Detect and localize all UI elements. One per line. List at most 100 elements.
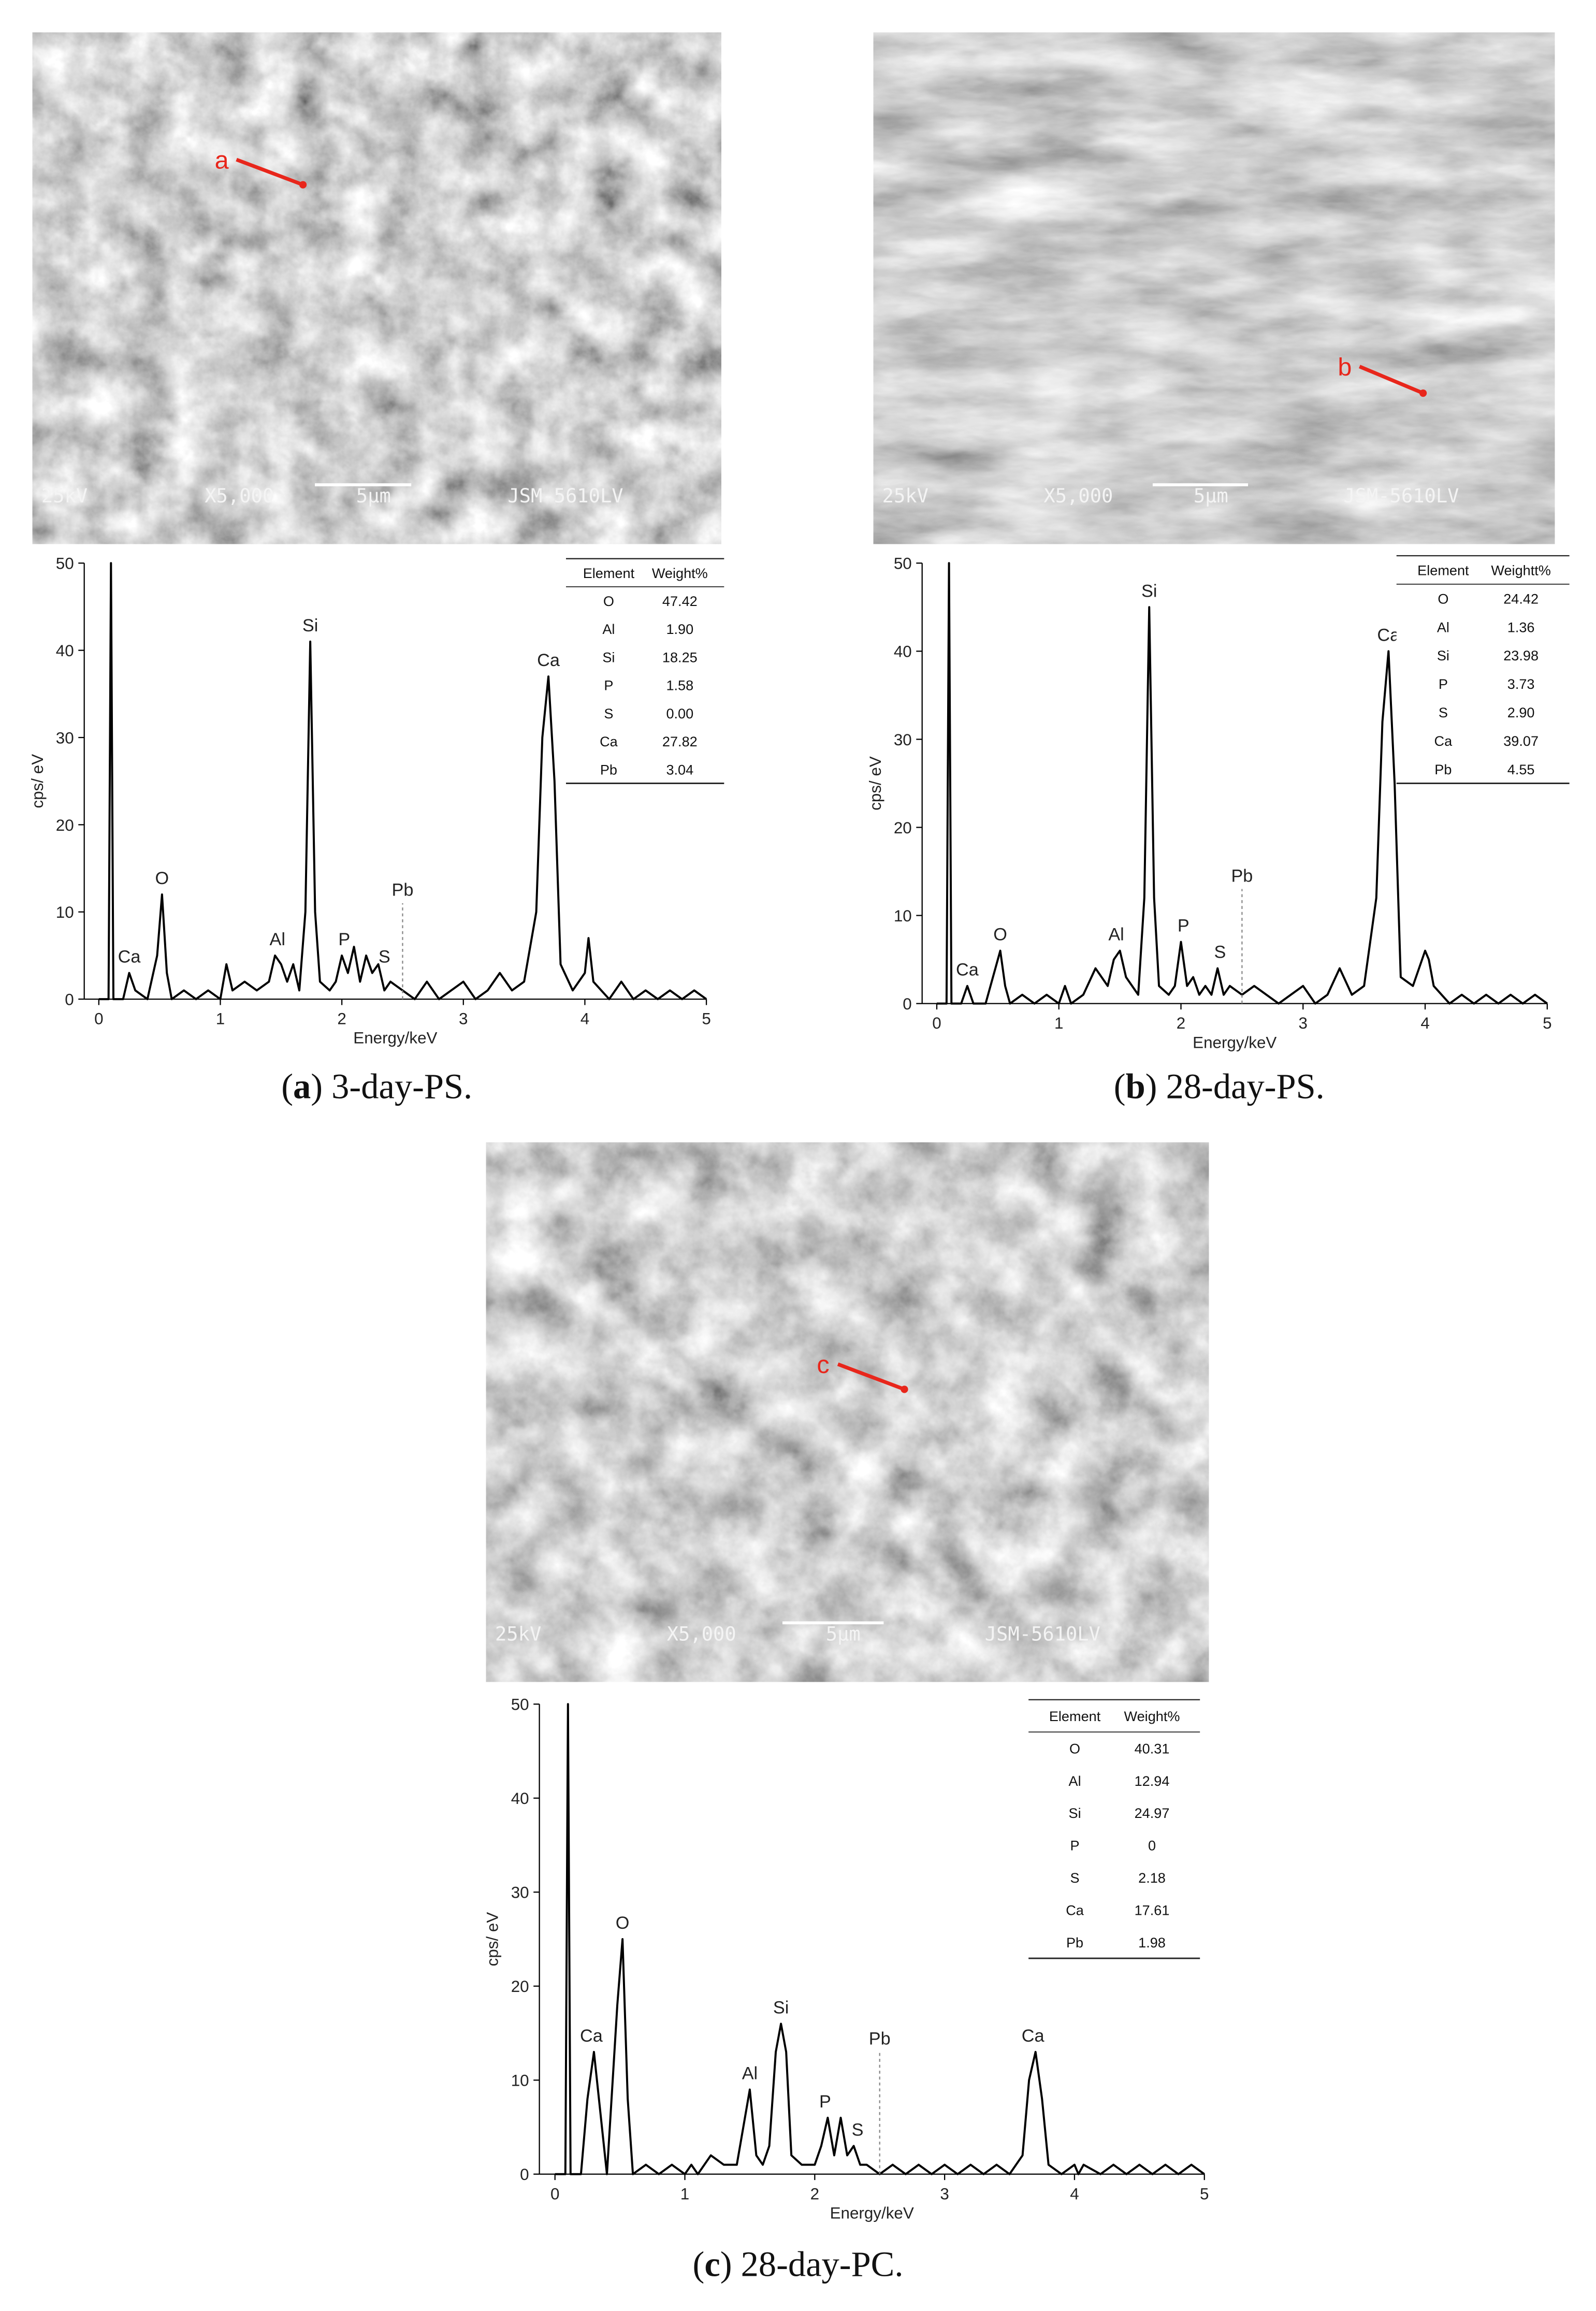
caption-part: ( bbox=[1114, 1066, 1126, 1106]
sem-image bbox=[32, 32, 721, 544]
sem-scale: 5μm bbox=[826, 1623, 861, 1645]
y-tick-label: 30 bbox=[894, 731, 912, 749]
y-axis-label: cps/ eV bbox=[866, 756, 884, 811]
table-cell: 23.98 bbox=[1503, 647, 1539, 663]
table-cell: P bbox=[1439, 676, 1448, 692]
y-tick-label: 50 bbox=[894, 555, 912, 573]
point-label: c bbox=[817, 1351, 829, 1379]
table-cell: Pb bbox=[600, 761, 617, 777]
table-cell: Si bbox=[1437, 647, 1449, 663]
x-axis-label: Energy/keV bbox=[353, 1029, 437, 1047]
y-tick-label: 10 bbox=[894, 907, 912, 925]
table-cell: 12.94 bbox=[1135, 1773, 1170, 1789]
table-cell: 2.18 bbox=[1138, 1870, 1166, 1886]
point-arrow bbox=[837, 1362, 905, 1391]
sem-image bbox=[486, 1142, 1209, 1682]
table-cell: O bbox=[1069, 1740, 1080, 1756]
x-tick-label: 3 bbox=[940, 2185, 949, 2203]
table-bg bbox=[1028, 1699, 1200, 1959]
sem-instrument: JSM-5610LV bbox=[1343, 485, 1459, 507]
spectrum-line bbox=[555, 1703, 1205, 2175]
point-dot bbox=[1419, 389, 1427, 397]
table-bg bbox=[1396, 555, 1570, 784]
sem-magnification: X5,000 bbox=[1043, 485, 1113, 507]
y-tick-label: 40 bbox=[894, 643, 912, 661]
peak-label: P bbox=[1178, 916, 1189, 936]
table-cell: S bbox=[1070, 1870, 1080, 1886]
pb-label: Pb bbox=[392, 880, 414, 900]
table-header: Element bbox=[583, 565, 635, 581]
table-cell: 1.36 bbox=[1507, 619, 1535, 635]
peak-label: Al bbox=[270, 930, 285, 949]
table-cell: O bbox=[1438, 590, 1448, 606]
table-cell: Al bbox=[602, 621, 615, 637]
table-cell: Ca bbox=[600, 733, 618, 749]
pb-label: Pb bbox=[869, 2029, 891, 2049]
caption-part: ( bbox=[281, 1066, 293, 1106]
table-cell: 1.58 bbox=[666, 677, 693, 694]
x-tick-label: 0 bbox=[932, 1014, 941, 1032]
peak-label: Ca bbox=[1377, 625, 1400, 645]
table-bg bbox=[565, 558, 724, 784]
peak-label: Ca bbox=[580, 2026, 603, 2046]
table-cell: 27.82 bbox=[662, 733, 698, 749]
x-axis-label: Energy/keV bbox=[830, 2204, 914, 2222]
y-tick-label: 50 bbox=[511, 1696, 529, 1714]
peak-label: Ca bbox=[537, 651, 560, 670]
table-header: Element bbox=[1049, 1708, 1101, 1724]
table-cell: 3.04 bbox=[666, 761, 693, 777]
caption: (b) 28-day-PS. bbox=[1114, 1066, 1325, 1106]
caption-part: ( bbox=[693, 2245, 705, 2284]
caption-part: ) 3-day-PS. bbox=[311, 1066, 472, 1106]
x-tick-label: 0 bbox=[94, 1010, 103, 1028]
table-cell: O bbox=[603, 593, 614, 609]
y-axis-label: cps/ eV bbox=[28, 754, 47, 808]
panel: 25kV X5,000 5μm JSM-5610LV b 0 10 20 30 40 50 0 1 2 3 4… bbox=[866, 32, 1570, 1106]
peak-label: P bbox=[338, 930, 350, 949]
sem-voltage: 25kV bbox=[882, 485, 928, 507]
peak-label: Al bbox=[1108, 925, 1124, 945]
y-tick-label: 20 bbox=[894, 819, 912, 837]
table-cell: P bbox=[604, 677, 613, 694]
sem-voltage: 25kV bbox=[495, 1623, 541, 1645]
sem-scale: 5μm bbox=[1194, 485, 1228, 507]
table-header: Element bbox=[1417, 562, 1469, 578]
table-cell: Al bbox=[1069, 1773, 1081, 1789]
sem-voltage: 25kV bbox=[41, 485, 88, 507]
sem-magnification: X5,000 bbox=[667, 1623, 736, 1645]
x-tick-label: 1 bbox=[216, 1010, 225, 1028]
y-tick-label: 10 bbox=[511, 2072, 529, 2090]
sem-image bbox=[873, 32, 1555, 544]
x-tick-label: 2 bbox=[810, 2185, 819, 2203]
table-header: Weight% bbox=[652, 565, 708, 581]
point-arrow bbox=[1359, 365, 1424, 395]
x-tick-label: 4 bbox=[1070, 2185, 1079, 2203]
peak-label: Al bbox=[742, 2063, 758, 2083]
pb-label: Pb bbox=[1231, 866, 1253, 886]
x-tick-label: 2 bbox=[337, 1010, 346, 1028]
y-tick-label: 30 bbox=[511, 1884, 529, 1902]
caption-part: c bbox=[704, 2245, 720, 2284]
peak-label: Ca bbox=[956, 960, 979, 980]
table-cell: 0.00 bbox=[666, 705, 693, 721]
table-cell: 40.31 bbox=[1135, 1740, 1170, 1756]
table-cell: 47.42 bbox=[662, 593, 698, 609]
sem-magnification: X5,000 bbox=[205, 485, 274, 507]
y-tick-label: 30 bbox=[56, 729, 74, 747]
x-tick-label: 4 bbox=[581, 1010, 589, 1028]
table-cell: 4.55 bbox=[1507, 761, 1535, 777]
x-axis-label: Energy/keV bbox=[1193, 1033, 1276, 1051]
table-cell: 24.97 bbox=[1135, 1805, 1170, 1821]
peak-label: O bbox=[155, 869, 169, 888]
point-arrow bbox=[236, 157, 304, 187]
panel: 25kV X5,000 5μm JSM-5610LV a 0 10 20 30 40 50 0 1 2 3 4… bbox=[28, 32, 724, 1106]
caption-part: a bbox=[293, 1066, 311, 1106]
x-tick-label: 2 bbox=[1177, 1014, 1185, 1032]
table-cell: 24.42 bbox=[1503, 590, 1539, 606]
table-cell: 2.90 bbox=[1507, 704, 1535, 720]
y-tick-label: 10 bbox=[56, 903, 74, 921]
point-label: b bbox=[1338, 353, 1352, 381]
y-tick-label: 40 bbox=[511, 1789, 529, 1808]
